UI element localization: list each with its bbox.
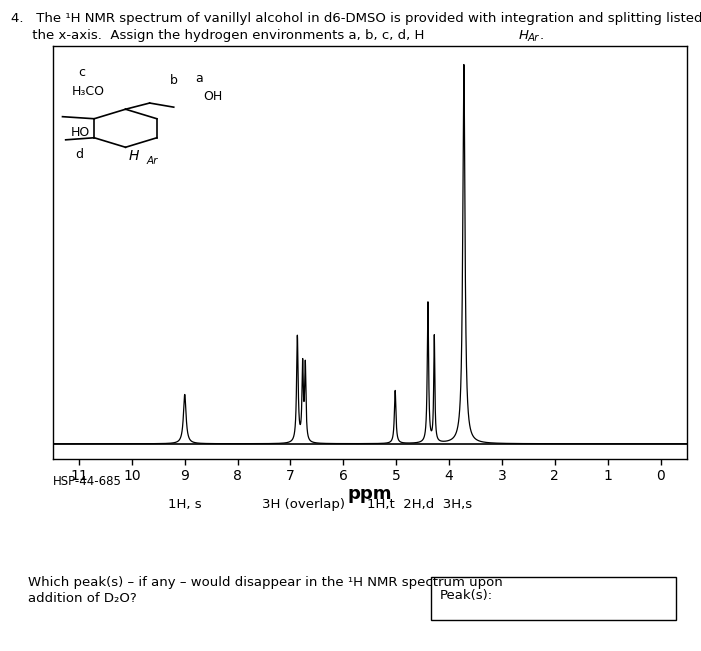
Text: ppm: ppm <box>348 485 392 503</box>
Text: OH: OH <box>203 90 223 104</box>
Text: .: . <box>540 29 544 42</box>
Text: c: c <box>78 66 85 79</box>
Text: the x-axis.  Assign the hydrogen environments a, b, c, d, H: the x-axis. Assign the hydrogen environm… <box>11 29 424 42</box>
Text: Ar: Ar <box>528 33 539 42</box>
Text: addition of D₂O?: addition of D₂O? <box>28 592 137 605</box>
Text: 1H, s: 1H, s <box>168 498 202 511</box>
Text: 1H,t  2H,d  3H,s: 1H,t 2H,d 3H,s <box>367 498 472 511</box>
Text: H: H <box>519 29 529 42</box>
Text: HSP-44-685: HSP-44-685 <box>53 475 121 488</box>
Text: b: b <box>170 74 178 87</box>
Text: a: a <box>196 72 203 85</box>
Text: d: d <box>75 148 83 161</box>
Text: 3H (overlap): 3H (overlap) <box>262 498 345 511</box>
Text: Peak(s):: Peak(s): <box>440 589 493 602</box>
Text: H₃CO: H₃CO <box>72 85 104 98</box>
Text: HO: HO <box>70 126 90 139</box>
Text: 4.   The ¹H NMR spectrum of vanillyl alcohol in d6-DMSO is provided with integra: 4. The ¹H NMR spectrum of vanillyl alcoh… <box>11 12 701 25</box>
Text: H: H <box>129 149 139 163</box>
Text: Ar: Ar <box>147 156 158 166</box>
Text: Which peak(s) – if any – would disappear in the ¹H NMR spectrum upon: Which peak(s) – if any – would disappear… <box>28 576 503 589</box>
